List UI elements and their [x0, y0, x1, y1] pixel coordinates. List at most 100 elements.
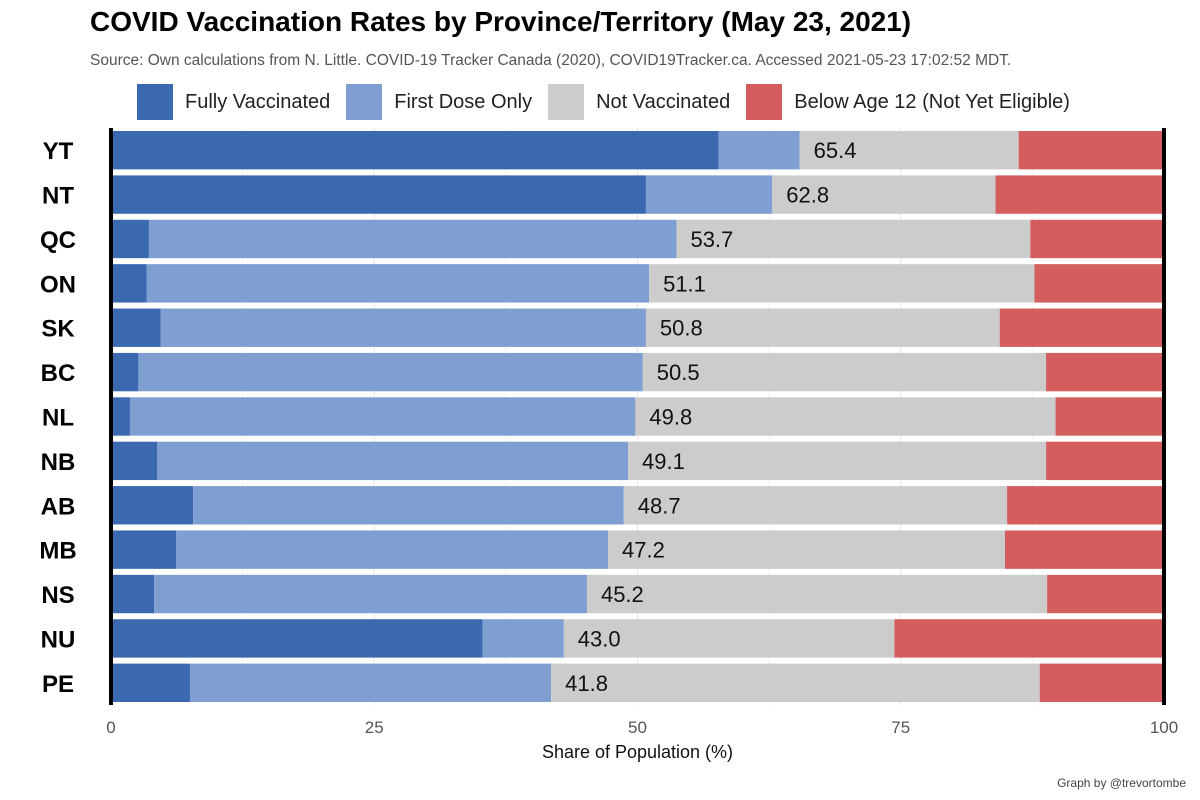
bar-segment	[111, 308, 161, 347]
data-label: 43.0	[578, 626, 621, 651]
data-label: 49.1	[642, 449, 685, 474]
bar-segment	[1047, 574, 1164, 614]
bar-segment	[138, 352, 643, 392]
data-label: 41.8	[565, 671, 608, 696]
bar-segment	[111, 219, 149, 259]
bar-segment	[1034, 264, 1164, 303]
bar-segment	[649, 264, 1035, 303]
legend-item: First Dose Only	[346, 84, 532, 120]
bar-segment	[1030, 219, 1164, 259]
bar-segment	[1055, 397, 1164, 436]
legend-item: Not Vaccinated	[548, 84, 730, 120]
legend-item: Fully Vaccinated	[137, 84, 330, 120]
legend: Fully Vaccinated First Dose Only Not Vacci…	[137, 84, 1086, 120]
bar-segment	[995, 175, 1164, 214]
bar-segment	[111, 574, 155, 614]
category-label: NU	[41, 626, 76, 653]
chart-subtitle: Source: Own calculations from N. Little.…	[90, 52, 1012, 69]
legend-swatch	[346, 84, 383, 120]
data-label: 49.8	[649, 405, 692, 430]
bar-segment	[154, 574, 587, 614]
bar-segment	[111, 264, 147, 303]
legend-label: Not Vaccinated	[596, 90, 731, 113]
bar-segment	[111, 352, 139, 392]
chart-title: COVID Vaccination Rates by Province/Terr…	[90, 6, 912, 37]
bar-segment	[799, 131, 1019, 170]
bar-segment	[586, 574, 1048, 614]
bar-segment	[772, 175, 996, 214]
category-label: NB	[41, 449, 76, 476]
bar-segment	[999, 308, 1164, 347]
category-label: MB	[39, 538, 76, 565]
legend-item: Below Age 12 (Not Yet Eligible)	[746, 84, 1070, 120]
data-label: 51.1	[663, 271, 706, 296]
category-label: PE	[42, 671, 74, 698]
x-axis-title: Share of Population (%)	[542, 742, 733, 762]
bar-segment	[1046, 441, 1164, 481]
x-tick-label: 0	[106, 718, 115, 737]
bar-segment	[645, 175, 773, 214]
bar-segment	[129, 397, 636, 436]
bar-segment	[551, 663, 1040, 702]
legend-swatch	[746, 84, 783, 120]
category-label: YT	[43, 138, 74, 165]
category-label: AB	[41, 493, 76, 520]
data-label: 48.7	[638, 493, 681, 518]
bar-segment	[111, 663, 190, 702]
legend-label: First Dose Only	[394, 90, 533, 113]
x-tick-label: 75	[891, 718, 910, 737]
bar-segment	[193, 486, 624, 525]
bar-segment	[111, 175, 646, 214]
category-label: QC	[40, 227, 76, 254]
data-label: 45.2	[601, 582, 644, 607]
bar-segment	[894, 619, 1164, 658]
category-label: NT	[42, 183, 74, 210]
legend-label: Fully Vaccinated	[185, 90, 331, 113]
data-label: 53.7	[690, 227, 733, 252]
bar-segment	[111, 486, 194, 525]
legend-swatch	[548, 84, 585, 120]
bar-segment	[111, 441, 158, 481]
bar-segment	[111, 619, 483, 658]
bar-segment	[111, 131, 719, 170]
bar-segment	[628, 441, 1047, 481]
bar-segment	[623, 486, 1008, 525]
bar-segment	[1004, 530, 1164, 569]
bar-segment	[111, 397, 130, 436]
category-label: ON	[40, 271, 76, 298]
bar-segment	[718, 131, 800, 170]
category-label: NS	[41, 582, 74, 609]
bar-segment	[176, 530, 609, 569]
bar-segment	[160, 308, 646, 347]
data-label: 65.4	[814, 138, 857, 163]
legend-swatch	[137, 84, 173, 120]
x-tick-label: 100	[1150, 718, 1178, 737]
bar-segment	[645, 308, 1000, 347]
data-label: 50.8	[660, 316, 703, 341]
category-label: BC	[41, 360, 76, 387]
x-tick-label: 25	[365, 718, 384, 737]
bar-segment	[642, 352, 1047, 392]
bar-segment	[563, 619, 895, 658]
bar-segment	[111, 530, 177, 569]
data-label: 62.8	[786, 183, 829, 208]
bar-segment	[676, 219, 1031, 259]
bar-segment	[1039, 663, 1164, 702]
legend-label: Below Age 12 (Not Yet Eligible)	[794, 90, 1070, 113]
caption: Graph by @trevortombe	[1057, 776, 1186, 790]
bar-segment	[148, 219, 677, 259]
bar-segment	[482, 619, 564, 658]
data-label: 47.2	[622, 538, 665, 563]
bar-segment	[189, 663, 552, 702]
bar-segment	[146, 264, 650, 303]
bar-segment	[608, 530, 1005, 569]
bar-segment	[157, 441, 629, 481]
bar-segment	[1046, 352, 1164, 392]
bar-segment	[1018, 131, 1164, 170]
data-label: 50.5	[657, 360, 700, 385]
category-label: SK	[41, 316, 75, 343]
bar-segment	[1007, 486, 1164, 525]
x-tick-label: 50	[628, 718, 647, 737]
bar-segment	[635, 397, 1056, 436]
